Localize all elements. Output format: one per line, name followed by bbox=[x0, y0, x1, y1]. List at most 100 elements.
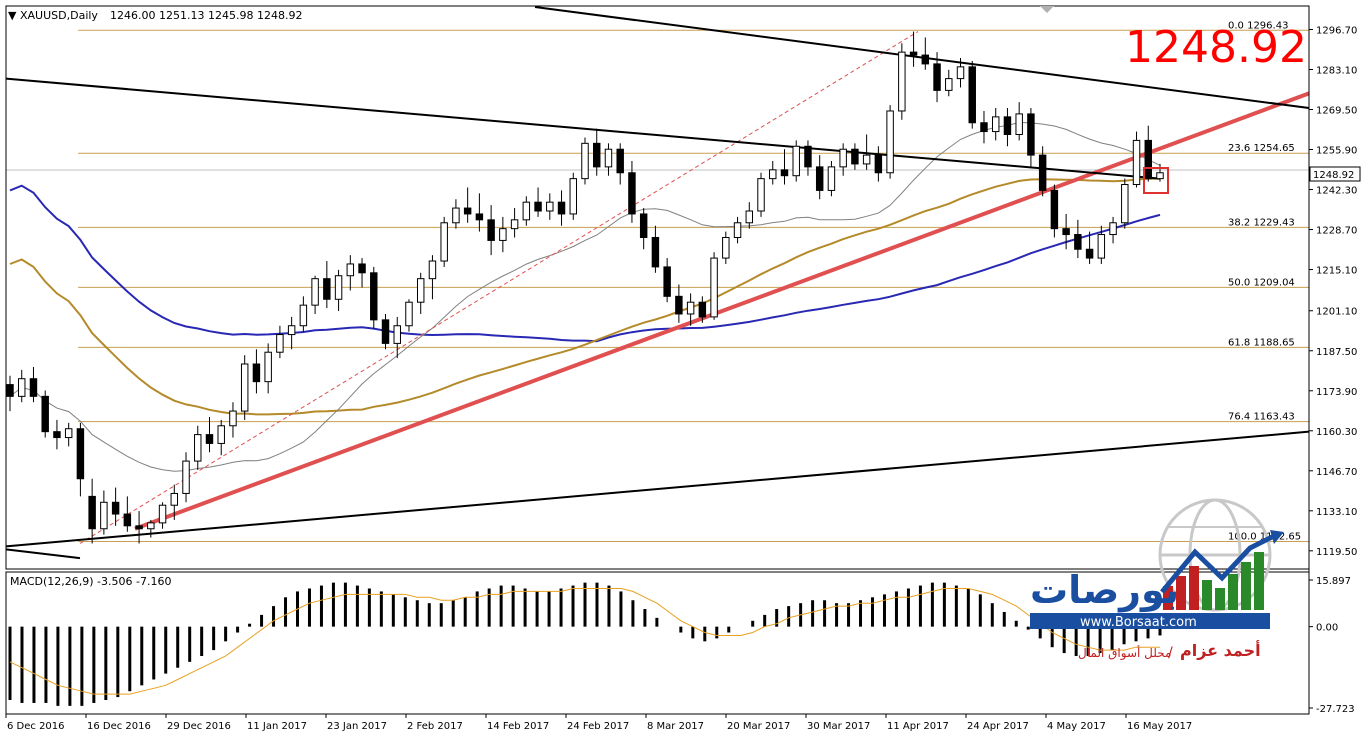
macd-bar bbox=[68, 626, 72, 706]
red-trendline bbox=[134, 91, 1310, 531]
candle-bear bbox=[370, 272, 378, 321]
macd-bar bbox=[691, 626, 695, 639]
macd-bar bbox=[80, 626, 84, 706]
symbol-label: XAUUSD,Daily bbox=[20, 9, 98, 22]
candle-bear bbox=[123, 513, 132, 527]
candle-bull bbox=[499, 228, 507, 241]
ma-blue-line bbox=[9, 184, 1161, 343]
candle-bull bbox=[839, 148, 847, 168]
candle-bull bbox=[217, 425, 225, 444]
logo-bar bbox=[1228, 574, 1238, 610]
macd-bar bbox=[523, 588, 527, 627]
borsaat-logo: بورصات www.Borsaat.com أحمد عزام / محلل … bbox=[1030, 498, 1284, 661]
macd-bar bbox=[882, 594, 886, 627]
candle-bull bbox=[522, 201, 531, 221]
fib-label: 61.8 1188.65 bbox=[1228, 337, 1295, 348]
macd-bar bbox=[248, 623, 252, 627]
candle-bull bbox=[862, 154, 871, 165]
chart-shift-marker-icon[interactable] bbox=[1040, 6, 1054, 13]
macd-bar bbox=[1122, 626, 1126, 645]
macd-bar bbox=[164, 626, 168, 674]
candle-bear bbox=[475, 213, 484, 221]
macd-bar bbox=[499, 585, 503, 627]
y-tick-label: 1228.70 bbox=[1316, 226, 1357, 237]
macd-bar bbox=[403, 597, 407, 627]
macd-bar bbox=[906, 588, 910, 627]
candle-bull bbox=[733, 222, 742, 238]
candle-bull bbox=[287, 325, 296, 336]
candle-bear bbox=[1062, 228, 1070, 236]
candle-bull bbox=[1132, 139, 1141, 186]
candle-bear bbox=[675, 295, 683, 315]
candle-bear bbox=[487, 219, 495, 241]
x-tick-label: 16 May 2017 bbox=[1127, 721, 1192, 732]
macd-bar bbox=[188, 626, 192, 662]
macd-signal-line bbox=[9, 588, 1160, 695]
macd-bar bbox=[535, 591, 539, 627]
candle-bull bbox=[1015, 113, 1023, 136]
candle-bear bbox=[111, 501, 120, 515]
macd-bar bbox=[643, 609, 647, 627]
logo-arrow-icon bbox=[1160, 532, 1278, 594]
macd-bar bbox=[847, 603, 851, 627]
candle-bull bbox=[510, 219, 519, 230]
macd-bar bbox=[763, 614, 767, 627]
macd-bar bbox=[1002, 611, 1006, 627]
candle-bear bbox=[628, 172, 636, 215]
candle-bull bbox=[1097, 234, 1106, 259]
macd-bar bbox=[607, 585, 611, 627]
macd-bar bbox=[966, 588, 970, 627]
x-tick-label: 16 Dec 2016 bbox=[87, 721, 151, 732]
x-tick-label: 4 May 2017 bbox=[1047, 721, 1106, 732]
candle-bull bbox=[18, 378, 26, 397]
candle-bear bbox=[980, 122, 988, 133]
macd-bar bbox=[1134, 626, 1138, 642]
candle-bull bbox=[745, 210, 754, 224]
fib-label: 50.0 1209.04 bbox=[1228, 277, 1295, 288]
logo-url[interactable]: www.Borsaat.com bbox=[1080, 615, 1197, 630]
current-price-tag-box bbox=[1309, 166, 1361, 182]
macd-bar bbox=[331, 582, 335, 627]
macd-bar bbox=[32, 626, 36, 703]
candle-bear bbox=[780, 169, 789, 177]
fib-label: 76.4 1163.43 bbox=[1228, 412, 1295, 423]
candles-layer bbox=[6, 31, 1164, 544]
macd-title: MACD(12,26,9) -3.506 -7.160 bbox=[10, 575, 171, 588]
logo-arrow-head-icon bbox=[1270, 530, 1284, 544]
macd-bar bbox=[260, 614, 264, 627]
candle-bull bbox=[299, 304, 308, 327]
macd-y-tick-label: -27.723 bbox=[1316, 704, 1355, 715]
fib-anchor-dashed-line bbox=[79, 31, 919, 544]
macd-bar bbox=[307, 588, 311, 627]
macd-bar bbox=[391, 594, 395, 627]
candle-bull bbox=[405, 301, 413, 327]
logo-slash: / bbox=[1168, 645, 1173, 661]
candle-bull bbox=[64, 428, 73, 439]
fib-label: 0.0 1296.43 bbox=[1228, 20, 1288, 31]
candle-bear bbox=[1003, 116, 1012, 136]
macd-bar bbox=[8, 626, 12, 701]
candle-bull bbox=[546, 201, 554, 212]
macd-bar bbox=[775, 609, 779, 627]
macd-bar bbox=[954, 585, 958, 627]
candle-bull bbox=[264, 351, 272, 383]
candle-bear bbox=[323, 278, 331, 300]
y-tick-label: 1296.70 bbox=[1316, 25, 1357, 36]
macd-bar bbox=[930, 582, 934, 627]
y-tick-label: 1173.90 bbox=[1316, 387, 1357, 398]
macd-bar bbox=[439, 603, 443, 627]
candle-bull bbox=[428, 260, 437, 280]
macd-bar bbox=[1062, 626, 1066, 654]
x-tick-label: 11 Apr 2017 bbox=[887, 721, 949, 732]
symbol-dropdown-icon[interactable]: ▼ bbox=[8, 9, 17, 22]
candle-bull bbox=[1121, 184, 1129, 224]
logo-url-bar bbox=[1030, 613, 1270, 629]
candle-bull bbox=[182, 460, 190, 494]
candle-bull bbox=[158, 504, 167, 524]
candle-bull bbox=[956, 66, 965, 80]
macd-bar bbox=[978, 594, 982, 627]
macd-bar bbox=[595, 582, 599, 627]
y-tick-label: 1119.50 bbox=[1316, 547, 1357, 558]
